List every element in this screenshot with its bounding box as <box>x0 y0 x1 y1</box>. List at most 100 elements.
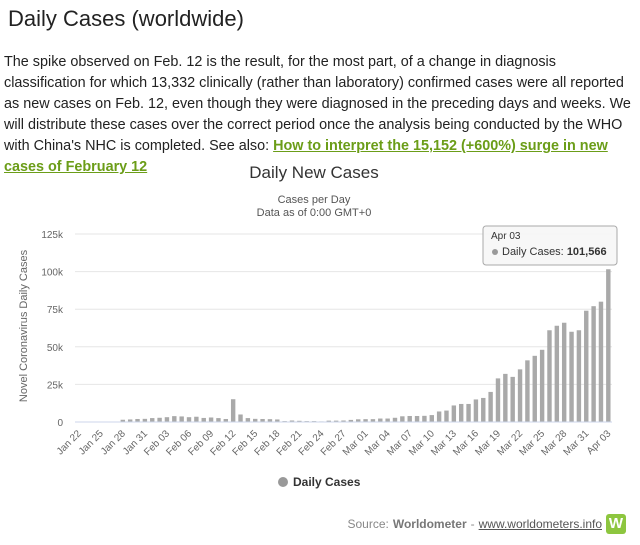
bar[interactable] <box>238 414 243 422</box>
tooltip-series-label: Daily Cases: <box>502 246 564 258</box>
bar[interactable] <box>341 420 346 422</box>
bar[interactable] <box>547 330 552 422</box>
bar[interactable] <box>150 418 155 422</box>
bar[interactable] <box>429 415 434 422</box>
bar[interactable] <box>348 419 354 422</box>
y-tick-label: 50k <box>47 343 64 354</box>
source-url-link[interactable]: www.worldometers.info <box>478 517 602 531</box>
chart-subtitle-line2: Data as of 0:00 GMT+0 <box>257 207 372 219</box>
intro-paragraph: The spike observed on Feb. 12 is the res… <box>4 52 634 178</box>
bar[interactable] <box>120 419 126 422</box>
legend-marker <box>278 477 288 487</box>
bar[interactable] <box>267 419 273 422</box>
source-attribution: Source: Worldometer - www.worldometers.i… <box>347 514 626 534</box>
bar[interactable] <box>230 399 236 422</box>
source-separator: - <box>470 517 475 531</box>
bar[interactable] <box>407 415 412 422</box>
bar[interactable] <box>135 418 140 422</box>
bar[interactable] <box>539 349 545 422</box>
bar[interactable] <box>356 419 361 422</box>
bar[interactable] <box>444 410 449 422</box>
y-axis-label: Novel Coronavirus Daily Cases <box>18 249 30 402</box>
bar[interactable] <box>157 417 162 422</box>
source-prefix: Source: <box>347 517 389 531</box>
tooltip-date: Apr 03 <box>491 231 521 242</box>
worldometer-logo-icon[interactable]: W <box>606 514 626 534</box>
chart-subtitle-line1: Cases per Day <box>278 194 351 206</box>
y-axis-ticks: 0 25k 50k 75k 100k 125k <box>41 230 64 429</box>
bar[interactable] <box>289 420 295 422</box>
y-tick-label: 0 <box>57 418 63 429</box>
tooltip-value: 101,566 <box>567 246 607 258</box>
chart-tooltip: Apr 03 Daily Cases: 101,566 <box>482 225 618 266</box>
bar[interactable] <box>245 418 251 422</box>
bar[interactable] <box>473 399 479 422</box>
bar[interactable] <box>194 416 199 422</box>
bar[interactable] <box>127 419 133 422</box>
y-tick-label: 100k <box>41 268 64 279</box>
bar[interactable] <box>481 397 486 422</box>
bar[interactable] <box>584 310 589 422</box>
bar[interactable] <box>378 418 383 422</box>
bar[interactable] <box>554 325 560 422</box>
bar[interactable] <box>385 418 390 422</box>
y-tick-label: 75k <box>47 305 64 316</box>
page-title: Daily Cases (worldwide) <box>8 6 244 31</box>
bar[interactable] <box>606 269 611 422</box>
bar[interactable] <box>208 417 214 422</box>
bar[interactable] <box>186 417 192 422</box>
bar[interactable] <box>517 369 523 422</box>
bar[interactable] <box>172 416 177 422</box>
bar[interactable] <box>525 360 530 422</box>
tooltip-line: Daily Cases: 101,566 <box>502 246 607 258</box>
bar[interactable] <box>458 403 464 422</box>
bar[interactable] <box>275 419 280 422</box>
bar[interactable] <box>561 322 567 422</box>
source-name: Worldometer <box>392 517 467 531</box>
bar[interactable] <box>164 417 170 422</box>
daily-cases-chart: Daily New Cases Cases per Day Data as of… <box>0 155 640 505</box>
bar[interactable] <box>201 417 206 422</box>
tooltip-box <box>482 225 618 266</box>
y-tick-label: 25k <box>47 380 64 391</box>
bar[interactable] <box>436 411 442 422</box>
bar[interactable] <box>370 419 376 422</box>
tooltip-marker <box>492 249 498 255</box>
y-tick-label: 125k <box>41 230 64 241</box>
bar[interactable] <box>253 418 258 422</box>
x-tick-label: Apr 03 <box>585 428 614 457</box>
bar[interactable] <box>223 418 229 422</box>
chart-canvas: Daily New Cases Cases per Day Data as of… <box>18 163 618 489</box>
bar[interactable] <box>414 415 420 422</box>
intro-text: The spike observed on Feb. 12 is the res… <box>4 54 631 154</box>
bar[interactable] <box>495 378 501 422</box>
bar[interactable] <box>451 405 457 422</box>
bar[interactable] <box>400 416 405 422</box>
bar[interactable] <box>297 420 302 422</box>
chart-title: Daily New Cases <box>249 163 378 182</box>
bar[interactable] <box>422 415 427 422</box>
bar[interactable] <box>510 376 515 422</box>
bar[interactable] <box>488 391 493 422</box>
bar[interactable] <box>333 420 339 422</box>
interpretation-link[interactable]: How to interpret the 15,152 (+600%) surg… <box>4 138 608 175</box>
bar[interactable] <box>532 355 537 422</box>
bar[interactable] <box>576 330 582 422</box>
bar[interactable] <box>598 301 604 422</box>
chart-legend[interactable]: Daily Cases <box>278 475 361 489</box>
bar[interactable] <box>260 418 265 422</box>
bar-series <box>120 269 611 422</box>
bar[interactable] <box>179 416 184 422</box>
bar[interactable] <box>392 417 398 422</box>
bar[interactable] <box>569 331 574 422</box>
legend-label: Daily Cases <box>293 475 361 489</box>
x-tick-label: Mar 31 <box>562 428 592 458</box>
bar[interactable] <box>503 373 508 422</box>
bar[interactable] <box>591 306 596 422</box>
bar[interactable] <box>466 403 471 422</box>
bar[interactable] <box>142 418 148 422</box>
bar[interactable] <box>363 419 368 422</box>
bar[interactable] <box>326 420 331 422</box>
bar[interactable] <box>216 418 221 422</box>
